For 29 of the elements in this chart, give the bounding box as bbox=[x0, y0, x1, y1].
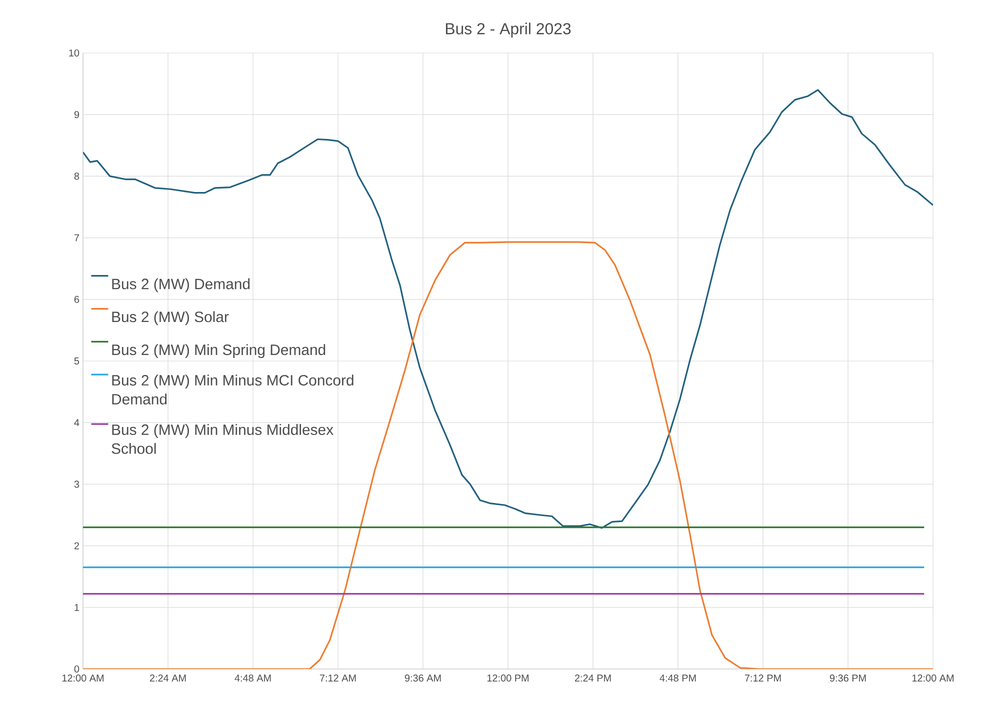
y-tick-label: 0 bbox=[74, 665, 80, 673]
x-tick-label: 4:48 AM bbox=[234, 674, 271, 682]
x-tick-label: 2:24 PM bbox=[574, 674, 611, 682]
x-tick-label: 12:00 AM bbox=[912, 674, 954, 682]
y-tick-label: 6 bbox=[74, 296, 80, 303]
y-tick-label: 7 bbox=[74, 234, 79, 242]
line-series bbox=[83, 89, 934, 529]
y-tick-label: 5 bbox=[74, 358, 80, 364]
x-tick-label: 7:12 PM bbox=[744, 674, 781, 682]
y-tick-label: 4 bbox=[74, 419, 80, 426]
legend-label: Bus 2 (MW) Min Minus MCI Concord Demand bbox=[112, 374, 354, 404]
x-tick-label: 12:00 PM bbox=[487, 674, 528, 682]
chart-title: Bus 2 - April 2023 bbox=[446, 22, 571, 38]
y-tick-label: 10 bbox=[69, 49, 80, 57]
x-tick-label: 2:24 AM bbox=[150, 674, 186, 682]
legend-label: Bus 2 (MW) Solar bbox=[112, 311, 229, 326]
y-tick-label: 9 bbox=[74, 111, 80, 118]
y-tick-label: 2 bbox=[74, 542, 79, 550]
legend-label: Bus 2 (MW) Min Spring Demand bbox=[112, 344, 326, 358]
x-tick-label: 9:36 AM bbox=[404, 674, 441, 682]
y-tick-label: 1 bbox=[74, 604, 80, 611]
x-tick-label: 12:00 AM bbox=[62, 674, 104, 682]
x-tick-label: 4:48 PM bbox=[660, 674, 696, 682]
y-tick-label: 8 bbox=[74, 172, 80, 180]
x-tick-label: 9:36 PM bbox=[830, 674, 866, 682]
legend-label: Bus 2 (MW) Demand bbox=[112, 278, 250, 292]
y-tick-label: 3 bbox=[74, 480, 80, 488]
legend-label: Bus 2 (MW) Min Minus Middlesex School bbox=[112, 424, 334, 454]
x-tick-label: 7:12 AM bbox=[320, 674, 356, 682]
